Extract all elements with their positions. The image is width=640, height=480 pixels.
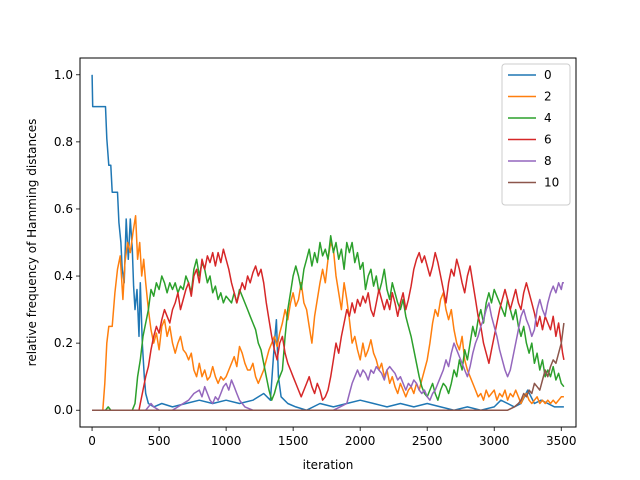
y-axis: 0.0 0.2 0.4 0.6 0.8 1.0	[54, 68, 80, 417]
x-tick-label: 2000	[345, 434, 376, 448]
plot-frame	[79, 57, 577, 428]
legend-label-8: 8	[544, 154, 552, 168]
y-tick-label: 0.8	[54, 135, 73, 149]
y-tick-label: 0.2	[54, 336, 73, 350]
x-axis-title: iteration	[303, 458, 354, 472]
legend-label-6: 6	[544, 133, 552, 147]
x-tick-label: 3500	[546, 434, 577, 448]
x-tick-label: 2500	[412, 434, 443, 448]
y-tick-label: 1.0	[54, 68, 73, 82]
x-tick-label: 1500	[278, 434, 309, 448]
legend-box	[501, 63, 571, 206]
legend-label-0: 0	[544, 68, 552, 82]
x-tick-label: 3000	[479, 434, 510, 448]
series-line-6	[92, 248, 565, 411]
series-layer	[91, 74, 565, 411]
legend-label-4: 4	[544, 111, 552, 125]
y-axis-title: relative frequency of Hamming distances	[25, 119, 39, 367]
x-tick-label: 500	[148, 434, 171, 448]
y-tick-label: 0.0	[54, 403, 73, 417]
legend: 0 2 4 6 8 10	[501, 63, 571, 206]
series-line-8	[92, 282, 564, 411]
x-tick-label: 1000	[211, 434, 242, 448]
series-line-10	[92, 322, 565, 411]
plot-area	[80, 58, 576, 427]
legend-label-2: 2	[544, 90, 552, 104]
x-tick-label: 0	[88, 434, 96, 448]
legend-label-10: 10	[544, 176, 559, 190]
x-axis: 0 500 1000 1500 2000 2500 3000 3500	[88, 427, 577, 448]
series-line-4	[92, 235, 565, 411]
y-tick-label: 0.4	[54, 269, 73, 283]
y-tick-label: 0.6	[54, 202, 73, 216]
